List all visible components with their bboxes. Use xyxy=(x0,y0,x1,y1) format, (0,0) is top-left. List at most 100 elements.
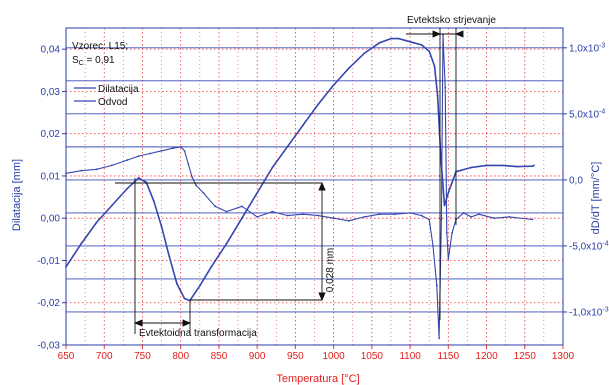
series-point-dilatacija xyxy=(436,94,439,97)
x-tick-label: 800 xyxy=(172,351,189,362)
annotations xyxy=(115,28,464,334)
series-point-odvod xyxy=(187,163,190,165)
x-tick-label: 750 xyxy=(134,351,151,362)
series-point-odvod xyxy=(363,215,366,218)
series-point-odvod xyxy=(451,231,454,234)
y-right-tick-exponent: -4 xyxy=(602,240,608,247)
series-point-dilatacija xyxy=(428,50,431,53)
series-point-dilatacija xyxy=(153,200,155,203)
y-right-tick-base: 1,0x10 xyxy=(569,43,599,54)
y-right-tick-label: 1,0x10-3 xyxy=(569,42,605,54)
sc-label: SC = 0,91 xyxy=(72,55,115,67)
series-point-dilatacija xyxy=(225,242,228,245)
y-right-tick-base: -1,0x10 xyxy=(569,307,603,318)
y-left-tick-label: 0,03 xyxy=(41,87,61,98)
y-left-tick-labels: 0,04 0,03 0,02 0,01 0,00 -0,01 -0,02 -0,03 xyxy=(37,45,60,352)
x-tick-label: 900 xyxy=(249,351,266,362)
series-point-dilatacija xyxy=(286,145,289,148)
series-point-odvod xyxy=(179,145,182,148)
series-point-dilatacija xyxy=(110,204,113,207)
series-point-odvod xyxy=(302,213,304,216)
series-line-odvod xyxy=(65,34,533,339)
series-point-dilatacija xyxy=(271,166,274,169)
series-point-odvod xyxy=(409,212,411,214)
series-point-dilatacija xyxy=(405,39,408,42)
y-left-tick-label: -0,01 xyxy=(37,256,60,267)
legend-label-dilatacija: Dilatacija xyxy=(98,84,139,95)
series-point-odvod xyxy=(137,155,140,158)
y-right-axis-label: dD/dT [mm/°C] xyxy=(590,162,602,235)
legend-label-odvod: Odvod xyxy=(98,97,127,108)
measure-label: 0,028 mm xyxy=(325,248,336,292)
y-right-tick-exponent: -3 xyxy=(602,306,608,313)
series-point-odvod xyxy=(332,217,335,220)
series-point-odvod xyxy=(428,218,431,221)
series-point-dilatacija xyxy=(413,41,415,44)
series-point-dilatacija xyxy=(485,164,488,167)
series-point-odvod xyxy=(202,192,205,195)
y-left-tick-label: 0,04 xyxy=(41,45,61,56)
series-point-odvod xyxy=(440,218,443,221)
x-tick-label: 1300 xyxy=(552,351,575,362)
y-left-axis-label: Dilatacija [mm] xyxy=(11,159,23,231)
series-point-odvod xyxy=(110,164,113,167)
y-right-tick-base: 0,0 xyxy=(569,175,583,186)
x-tick-label: 850 xyxy=(211,351,228,362)
x-tick-label: 1050 xyxy=(361,351,384,362)
series-point-odvod xyxy=(508,215,511,218)
series-point-odvod xyxy=(393,213,396,216)
axes xyxy=(62,27,567,349)
y-right-tick-base: 5,0x10 xyxy=(569,109,599,120)
eutectoid-arrow-left xyxy=(133,319,143,327)
y-right-tick-label: 5,0x10-4 xyxy=(569,108,605,120)
series-point-dilatacija xyxy=(533,164,535,167)
series-point-dilatacija xyxy=(363,52,366,55)
series-point-dilatacija xyxy=(240,217,243,220)
series-point-dilatacija xyxy=(378,41,381,44)
plot-frame xyxy=(65,27,564,346)
series-point-dilatacija xyxy=(95,221,98,224)
series-point-odvod xyxy=(149,152,152,155)
series-point-dilatacija xyxy=(531,165,534,168)
sc-main: S xyxy=(72,55,79,66)
series-point-odvod xyxy=(183,149,186,152)
y-right-tick-exponent: -3 xyxy=(599,42,605,49)
series-point-odvod xyxy=(444,86,447,89)
series-point-dilatacija xyxy=(126,187,129,190)
sc-rest: = 0,91 xyxy=(84,55,115,66)
x-tick-label: 650 xyxy=(58,351,75,362)
series-point-odvod xyxy=(240,205,243,208)
series-point-odvod xyxy=(493,217,496,220)
y-right-tick-label: -1,0x10-3 xyxy=(569,306,609,318)
series-point-odvod xyxy=(438,337,441,340)
series-point-dilatacija xyxy=(443,204,446,207)
series-point-dilatacija xyxy=(332,84,335,86)
series-point-dilatacija xyxy=(302,124,304,127)
series-point-odvod xyxy=(126,159,129,161)
series-point-odvod xyxy=(470,215,473,218)
series-point-dilatacija xyxy=(447,191,450,194)
series-point-dilatacija xyxy=(516,165,519,168)
series-point-odvod xyxy=(531,218,534,221)
series-point-odvod xyxy=(432,245,434,247)
x-tick-label: 950 xyxy=(287,351,304,362)
series-point-odvod xyxy=(348,219,350,222)
series-point-dilatacija xyxy=(183,297,186,300)
y-right-tick-exponent: -4 xyxy=(599,108,605,115)
series-point-dilatacija xyxy=(256,191,259,194)
series-point-dilatacija xyxy=(397,37,400,40)
y-right-tick-label: -5,0x10-4 xyxy=(569,240,609,252)
series-point-odvod xyxy=(286,214,289,217)
eutectic-arrow-right xyxy=(454,30,464,38)
series-point-dilatacija xyxy=(168,255,171,258)
sc-sub: C xyxy=(79,60,84,67)
series-point-odvod xyxy=(225,210,228,213)
x-axis-label: Temperatura [°C] xyxy=(276,373,359,385)
measure-arrow-top xyxy=(318,181,326,191)
x-tick-label: 1000 xyxy=(322,351,345,362)
series-point-dilatacija xyxy=(500,164,503,167)
series-point-dilatacija xyxy=(198,284,201,287)
y-left-tick-label: 0,02 xyxy=(41,129,61,140)
series-point-odvod xyxy=(80,169,83,172)
